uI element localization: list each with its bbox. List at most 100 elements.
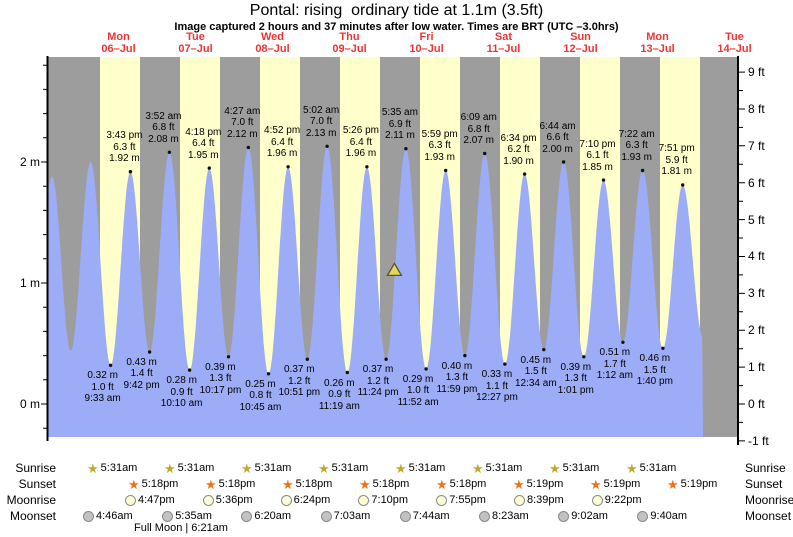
sunset-entry: ★ 5:19pm — [667, 477, 717, 491]
moonrise-moon-icon — [514, 494, 525, 506]
moonrise-time: 8:39pm — [527, 494, 564, 506]
sunrise-entry: ★ 5:31am — [395, 461, 445, 475]
sunset-time: 5:18pm — [449, 478, 487, 490]
sunrise-entry: ★ 5:31am — [549, 461, 599, 475]
moonrise-entry: 4:47pm — [125, 493, 175, 507]
sunrise-time: 5:31am — [562, 462, 600, 474]
tide-extreme-dot — [463, 353, 467, 358]
tide-extreme-dot — [561, 160, 566, 164]
right-axis-label: 3 ft — [748, 286, 765, 301]
sunrise-row-label-left: Sunrise — [15, 461, 56, 475]
moonrise-entry: 7:10pm — [358, 493, 408, 507]
high-tide-label: 5:59 pm 6.3 ft 1.93 m — [421, 128, 458, 163]
moonset-moon-icon — [479, 510, 490, 522]
tide-extreme-dot — [286, 165, 290, 169]
low-tide-label: 0.32 m 1.0 ft 9:33 am — [84, 370, 121, 405]
sunset-time: 5:19pm — [526, 478, 564, 490]
tide-extreme-dot — [681, 183, 685, 187]
right-axis-label: 9 ft — [748, 65, 765, 80]
moonrise-moon-icon — [591, 494, 603, 506]
moonset-moon-icon — [83, 510, 94, 522]
tide-extreme-dot — [384, 357, 388, 361]
tide-extreme-dot — [522, 172, 527, 176]
sunrise-entry: ★ 5:31am — [318, 461, 368, 475]
day-label: Mon 06–Jul — [101, 31, 136, 55]
tide-extreme-dot — [128, 170, 133, 174]
sunrise-entry: ★ 5:31am — [241, 461, 291, 475]
right-axis-label: 6 ft — [748, 175, 765, 190]
right-axis-label: 2 ft — [748, 323, 765, 338]
day-label: Sun 12–Jul — [563, 31, 598, 55]
tide-extreme-dot — [601, 178, 606, 182]
sunset-entry: ★ 5:18pm — [128, 477, 178, 491]
right-axis-ticks — [738, 71, 745, 442]
sunset-time: 5:18pm — [218, 478, 256, 490]
low-tide-label: 0.33 m 1.1 ft 12:27 pm — [476, 369, 518, 404]
moonrise-moon-icon — [125, 494, 136, 506]
moonrise-entry: 8:39pm — [514, 493, 564, 507]
moonset-entry: 9:02am — [558, 509, 608, 523]
sunrise-star-icon: ★ — [241, 460, 253, 476]
day-label: Tue 14–Jul — [717, 31, 752, 55]
high-tide-label: 3:52 am 6.8 ft 2.08 m — [145, 110, 182, 145]
right-axis-label: 4 ft — [748, 249, 765, 264]
sunrise-entry: ★ 5:31am — [87, 461, 137, 475]
chart-title: Pontal: rising ordinary tide at 1.1m (3.… — [249, 2, 544, 19]
moonset-time: 9:40am — [650, 510, 688, 522]
moonset-moon-icon — [320, 510, 332, 522]
day-label: Thu 09–Jul — [332, 31, 367, 55]
sunset-entry: ★ 5:18pm — [359, 477, 409, 491]
tide-extreme-dot — [483, 151, 487, 156]
low-tide-label: 0.37 m 1.2 ft 11:24 pm — [357, 364, 399, 399]
high-tide-label: 3:43 pm 6.3 ft 1.92 m — [106, 130, 143, 165]
moonset-time: 4:46am — [96, 510, 133, 522]
day-label: Mon 13–Jul — [640, 31, 675, 55]
tide-extreme-dot — [444, 168, 448, 173]
low-tide-label: 0.51 m 1.7 ft 1:12 am — [596, 347, 633, 382]
sunrise-time: 5:31am — [331, 462, 369, 474]
right-axis-label: 1 ft — [748, 360, 765, 375]
tide-extreme-dot — [542, 347, 546, 352]
right-axis-label: -1 ft — [748, 433, 769, 448]
low-tide-label: 0.28 m 0.9 ft 10:10 am — [160, 375, 203, 410]
low-tide-label: 0.39 m 1.3 ft 1:01 pm — [557, 361, 594, 396]
sunset-star-icon: ★ — [205, 476, 217, 492]
sunset-entry: ★ 5:19pm — [513, 477, 563, 491]
low-tide-label: 0.26 m 0.9 ft 11:19 am — [318, 377, 360, 412]
high-tide-label: 5:26 pm 6.4 ft 1.96 m — [342, 125, 379, 160]
high-tide-label: 7:10 pm 6.1 ft 1.85 m — [579, 138, 616, 173]
moonrise-time: 7:55pm — [449, 494, 486, 506]
sunset-star-icon: ★ — [128, 476, 140, 492]
high-tide-label: 4:18 pm 6.4 ft 1.95 m — [185, 126, 222, 161]
high-tide-label: 6:34 pm 6.2 ft 1.90 m — [500, 132, 537, 167]
moonset-time: 6:20am — [254, 510, 292, 522]
tide-extreme-dot — [167, 150, 172, 154]
day-label: Tue 07–Jul — [178, 31, 213, 55]
moonset-moon-icon — [241, 510, 253, 522]
sunrise-star-icon: ★ — [626, 460, 638, 476]
sunrise-star-icon: ★ — [318, 460, 330, 476]
tide-extreme-dot — [503, 362, 507, 366]
sunrise-entry: ★ 5:31am — [472, 461, 522, 475]
high-tide-label: 5:35 am 6.9 ft 2.11 m — [381, 107, 418, 142]
moonrise-moon-icon — [280, 494, 292, 506]
sunset-entry: ★ 5:18pm — [282, 477, 332, 491]
tide-extreme-dot — [147, 350, 152, 354]
moonrise-row-label-left: Moonrise — [6, 493, 56, 507]
moonset-entry: 8:23am — [479, 509, 529, 523]
sunrise-entry: ★ 5:31am — [164, 461, 214, 475]
moonrise-entry: 7:55pm — [436, 493, 486, 507]
left-axis-ticks — [41, 64, 48, 429]
sunrise-time: 5:31am — [485, 462, 523, 474]
moonrise-moon-icon — [358, 494, 370, 506]
sunset-entry: ★ 5:18pm — [436, 477, 486, 491]
moonset-time: 8:23am — [492, 510, 529, 522]
full-moon-label: Full Moon | 6:21am — [134, 522, 228, 534]
low-tide-label: 0.46 m 1.5 ft 1:40 pm — [636, 353, 673, 388]
moonrise-entry: 9:22pm — [591, 493, 642, 507]
sunset-row-label-right: Sunset — [745, 477, 783, 491]
moonset-entry: 6:20am — [241, 509, 291, 523]
moonrise-row-label-right: Moonrise — [745, 493, 793, 507]
sunset-row-label-left: Sunset — [18, 477, 56, 491]
